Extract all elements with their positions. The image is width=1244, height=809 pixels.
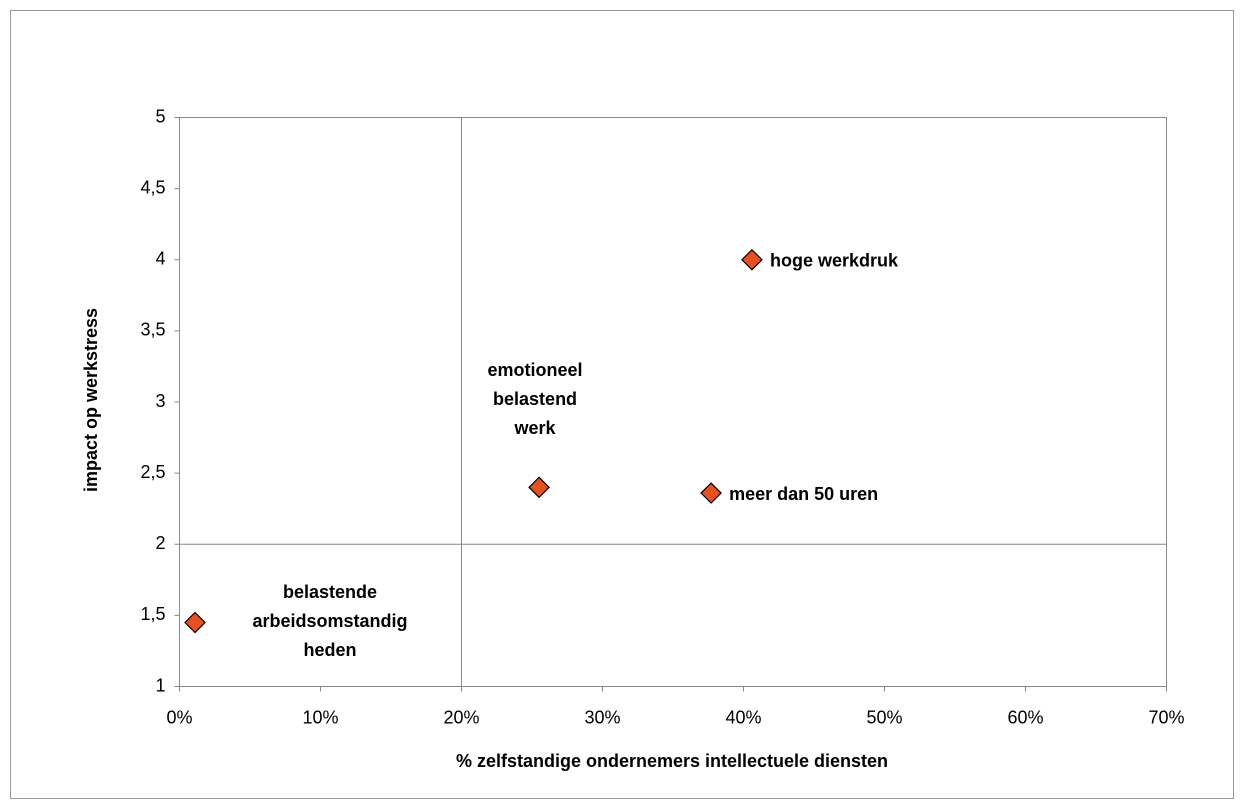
point [741,248,763,271]
y-tick-label: 3,5 [140,320,165,340]
x-tick-label: 50% [866,707,902,727]
y-tick-label: 2,5 [140,462,165,482]
point [184,611,206,634]
point [700,482,722,504]
y-tick-label: 4,5 [140,177,165,197]
x-tick-label: 70% [1148,707,1184,727]
point [528,476,550,499]
x-tick-label: 0% [166,707,192,727]
y-tick-label: 2 [155,533,165,553]
point-label: arbeidsomstandig [252,611,407,631]
point-label: hoge werkdruk [770,251,899,271]
chart-frame [10,10,1234,799]
point-label: belastende [283,582,377,602]
x-tick-label: 60% [1007,707,1043,727]
y-tick-label: 4 [155,249,165,269]
point-label: werk [514,418,557,438]
y-axis-label: impact op werkstress [81,308,101,492]
point-label: meer dan 50 uren [729,484,878,504]
x-tick-label: 10% [302,707,338,727]
x-tick-label: 30% [584,707,620,727]
point-label: heden [304,640,357,660]
y-tick-label: 5 [155,106,165,126]
x-tick-label: 40% [725,707,761,727]
y-tick-label: 1,5 [140,604,165,624]
y-tick-label: 3 [155,391,165,411]
point-label: emotioneel [488,360,583,380]
y-tick-label: 1 [155,675,165,695]
x-axis-label: % zelfstandige ondernemers intellectuele… [456,751,888,771]
x-tick-label: 20% [443,707,479,727]
point-label: belastend [493,389,577,409]
